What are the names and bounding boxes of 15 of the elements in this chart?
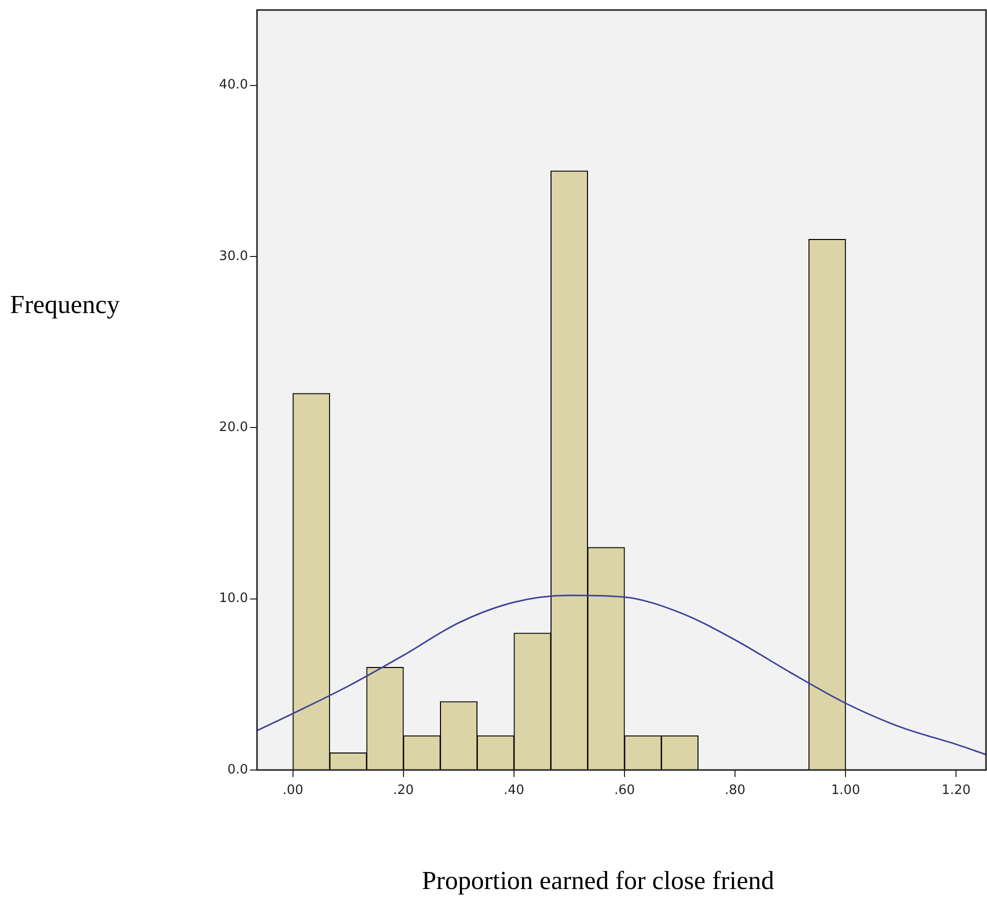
x-tick-label: .60 [614, 783, 635, 798]
y-tick-label: 20.0 [219, 420, 248, 436]
x-tick-label: 1.00 [831, 783, 860, 798]
x-tick-label: .20 [393, 783, 414, 798]
x-tick-label: 1.20 [942, 783, 971, 798]
x-axis-title: Proportion earned for close friend [420, 866, 776, 896]
y-axis-title: Frequency [10, 290, 120, 320]
x-tick-label: .40 [504, 783, 524, 798]
x-tick-label: .80 [724, 783, 746, 798]
x-tick-label: .00 [282, 783, 304, 798]
y-tick-label: 0.0 [227, 762, 248, 778]
line-series [257, 594, 986, 756]
y-tick-label: 30.0 [219, 248, 248, 264]
y-tick-label: 10.0 [219, 591, 248, 606]
y-tick-label: 40.0 [219, 78, 248, 93]
